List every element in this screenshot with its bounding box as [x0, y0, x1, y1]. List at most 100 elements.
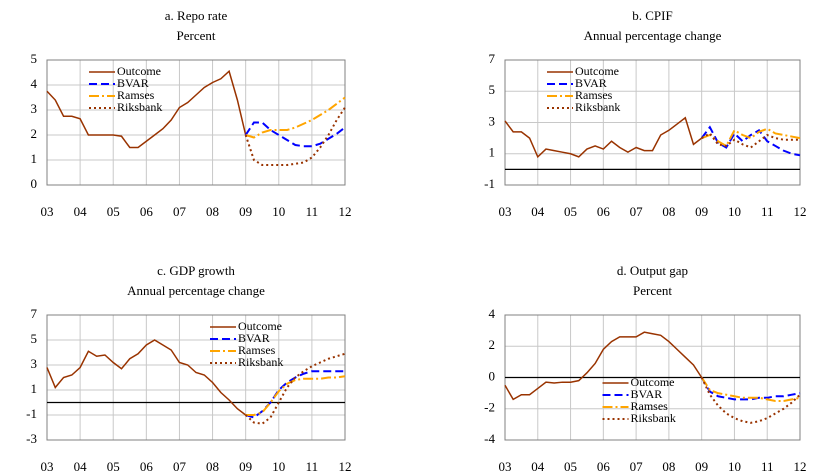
x-tick-label: 03	[41, 204, 54, 219]
series-line	[700, 376, 801, 402]
panel-subtitle: Annual percentage change	[127, 283, 265, 298]
x-tick-label: 06	[597, 204, 611, 219]
x-tick-label: 12	[794, 204, 807, 219]
y-tick-label: -1	[484, 176, 495, 191]
legend-label: Riksbank	[238, 355, 283, 369]
y-tick-label: 1	[31, 151, 38, 166]
y-tick-label: -3	[26, 431, 37, 446]
y-tick-label: -1	[26, 406, 37, 421]
legend-label: Riksbank	[631, 411, 676, 425]
panel: d. Output gap Percent -4 -2 0 2 4 03 04 05 06 07 08 0…	[484, 263, 806, 472]
series-line	[245, 375, 346, 416]
legend-label: Ramses	[117, 88, 155, 102]
x-tick-label: 04	[531, 459, 545, 472]
plot-frame	[504, 59, 801, 186]
y-tick-label: 2	[489, 337, 496, 352]
x-tick-label: 06	[140, 459, 154, 472]
x-tick-label: 04	[74, 204, 88, 219]
y-tick-label: 1	[489, 145, 496, 160]
series-line	[700, 377, 801, 424]
y-tick-label: 0	[489, 368, 496, 383]
x-tick-label: 05	[564, 459, 577, 472]
panel-subtitle: Percent	[177, 28, 216, 43]
panel-title: c. GDP growth	[157, 263, 235, 278]
series-line	[244, 121, 346, 148]
y-tick-label: 7	[489, 51, 496, 66]
y-tick-label: 4	[31, 76, 38, 91]
legend-label: Outcome	[117, 64, 161, 78]
y-tick-label: 2	[31, 126, 38, 141]
x-tick-label: 09	[695, 204, 708, 219]
y-tick-label: -2	[484, 400, 495, 415]
legend-label: BVAR	[631, 387, 663, 401]
legend-label: Ramses	[631, 399, 669, 413]
x-tick-label: 11	[306, 204, 319, 219]
series-line	[504, 331, 703, 401]
x-tick-label: 03	[499, 459, 512, 472]
plot-frame	[46, 314, 346, 441]
legend-label: BVAR	[575, 76, 607, 90]
legend-label: Riksbank	[575, 100, 620, 114]
panel-title: b. CPIF	[632, 8, 672, 23]
x-tick-label: 05	[107, 459, 120, 472]
series-line	[504, 116, 703, 159]
x-tick-label: 05	[107, 204, 120, 219]
y-tick-label: 3	[31, 101, 38, 116]
panel-subtitle: Annual percentage change	[584, 28, 722, 43]
legend-label: Outcome	[575, 64, 619, 78]
x-tick-label: 11	[761, 204, 774, 219]
x-tick-label: 11	[306, 459, 319, 472]
legend-label: Outcome	[238, 319, 282, 333]
x-tick-label: 07	[630, 459, 644, 472]
series-line	[244, 352, 346, 425]
series-line	[46, 339, 247, 416]
x-tick-label: 08	[662, 204, 675, 219]
panel: c. GDP growth Annual percentage change -3 -…	[26, 263, 351, 472]
series-line	[245, 370, 345, 419]
series-line	[244, 106, 346, 166]
x-tick-label: 10	[272, 459, 285, 472]
y-tick-label: 3	[489, 113, 496, 128]
x-tick-label: 08	[662, 459, 675, 472]
series-line	[46, 69, 247, 149]
panel-title: d. Output gap	[617, 263, 688, 278]
x-tick-label: 03	[499, 204, 512, 219]
x-tick-label: 05	[564, 204, 577, 219]
x-tick-label: 03	[41, 459, 54, 472]
legend-label: BVAR	[117, 76, 149, 90]
series-line	[701, 127, 801, 148]
legend-label: BVAR	[238, 331, 270, 345]
x-tick-label: 11	[761, 459, 774, 472]
panel-subtitle: Percent	[633, 283, 672, 298]
series-line	[245, 96, 346, 139]
legend-label: Riksbank	[117, 100, 162, 114]
x-tick-label: 08	[206, 459, 219, 472]
legend-label: Ramses	[238, 343, 276, 357]
y-tick-label: 3	[31, 356, 38, 371]
x-tick-label: 12	[339, 459, 352, 472]
x-tick-label: 09	[695, 459, 708, 472]
x-tick-label: 06	[597, 459, 611, 472]
panel-title: a. Repo rate	[165, 8, 228, 23]
x-tick-label: 04	[531, 204, 545, 219]
x-tick-label: 06	[140, 204, 154, 219]
y-tick-label: 4	[489, 306, 496, 321]
x-tick-label: 10	[728, 459, 741, 472]
legend-label: Outcome	[631, 375, 675, 389]
x-tick-label: 12	[339, 204, 352, 219]
x-tick-label: 10	[728, 204, 741, 219]
x-tick-label: 07	[173, 204, 187, 219]
y-tick-label: -4	[484, 431, 495, 446]
x-tick-label: 07	[173, 459, 187, 472]
y-tick-label: 5	[489, 82, 496, 97]
y-tick-label: 5	[31, 51, 38, 66]
x-tick-label: 10	[272, 204, 285, 219]
x-tick-label: 04	[74, 459, 88, 472]
plot-frame	[46, 59, 346, 186]
